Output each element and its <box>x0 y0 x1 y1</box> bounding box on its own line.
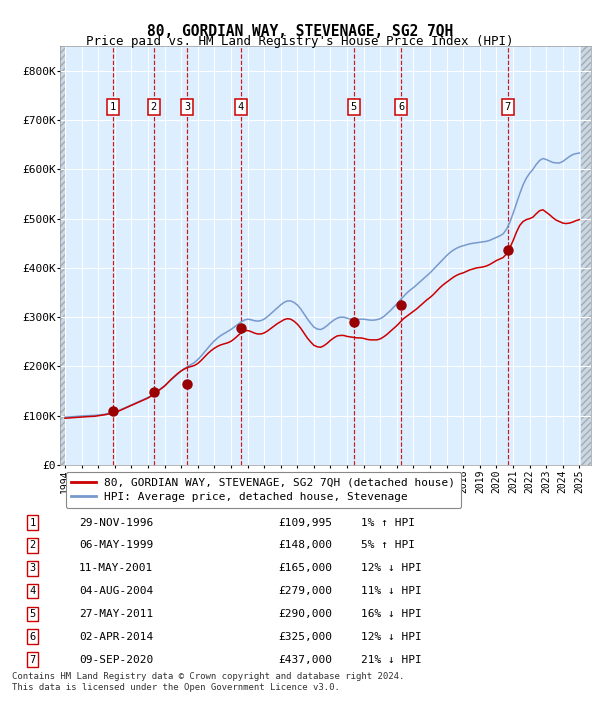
Text: 27-MAY-2011: 27-MAY-2011 <box>79 609 153 619</box>
Text: 1: 1 <box>110 102 116 112</box>
Text: 16% ↓ HPI: 16% ↓ HPI <box>361 609 422 619</box>
Text: 3: 3 <box>29 563 35 573</box>
Text: £325,000: £325,000 <box>278 632 332 642</box>
Text: £165,000: £165,000 <box>278 563 332 573</box>
Text: £437,000: £437,000 <box>278 655 332 665</box>
Text: 4: 4 <box>238 102 244 112</box>
Text: 4: 4 <box>29 586 35 596</box>
Text: 1% ↑ HPI: 1% ↑ HPI <box>361 518 415 528</box>
Text: £109,995: £109,995 <box>278 518 332 528</box>
Text: Price paid vs. HM Land Registry's House Price Index (HPI): Price paid vs. HM Land Registry's House … <box>86 36 514 48</box>
Text: 3: 3 <box>184 102 190 112</box>
Text: 2: 2 <box>29 540 35 550</box>
Text: 5% ↑ HPI: 5% ↑ HPI <box>361 540 415 550</box>
Text: 5: 5 <box>350 102 357 112</box>
Text: 04-AUG-2004: 04-AUG-2004 <box>79 586 153 596</box>
Bar <box>60 46 65 465</box>
Text: 12% ↓ HPI: 12% ↓ HPI <box>361 632 422 642</box>
Text: 06-MAY-1999: 06-MAY-1999 <box>79 540 153 550</box>
Text: 11-MAY-2001: 11-MAY-2001 <box>79 563 153 573</box>
Text: 21% ↓ HPI: 21% ↓ HPI <box>361 655 422 665</box>
Text: £279,000: £279,000 <box>278 586 332 596</box>
Text: 29-NOV-1996: 29-NOV-1996 <box>79 518 153 528</box>
Text: 6: 6 <box>29 632 35 642</box>
Text: 09-SEP-2020: 09-SEP-2020 <box>79 655 153 665</box>
Text: 7: 7 <box>29 655 35 665</box>
Text: 12% ↓ HPI: 12% ↓ HPI <box>361 563 422 573</box>
Text: 5: 5 <box>29 609 35 619</box>
Text: 11% ↓ HPI: 11% ↓ HPI <box>361 586 422 596</box>
Legend: 80, GORDIAN WAY, STEVENAGE, SG2 7QH (detached house), HPI: Average price, detach: 80, GORDIAN WAY, STEVENAGE, SG2 7QH (det… <box>65 472 461 508</box>
Bar <box>581 46 591 465</box>
Text: 80, GORDIAN WAY, STEVENAGE, SG2 7QH: 80, GORDIAN WAY, STEVENAGE, SG2 7QH <box>147 24 453 39</box>
Text: 2: 2 <box>151 102 157 112</box>
Text: Contains HM Land Registry data © Crown copyright and database right 2024.
This d: Contains HM Land Registry data © Crown c… <box>12 672 404 692</box>
Text: £148,000: £148,000 <box>278 540 332 550</box>
Text: 1: 1 <box>29 518 35 528</box>
Text: £290,000: £290,000 <box>278 609 332 619</box>
Text: 7: 7 <box>505 102 511 112</box>
Text: 6: 6 <box>398 102 404 112</box>
Text: 02-APR-2014: 02-APR-2014 <box>79 632 153 642</box>
